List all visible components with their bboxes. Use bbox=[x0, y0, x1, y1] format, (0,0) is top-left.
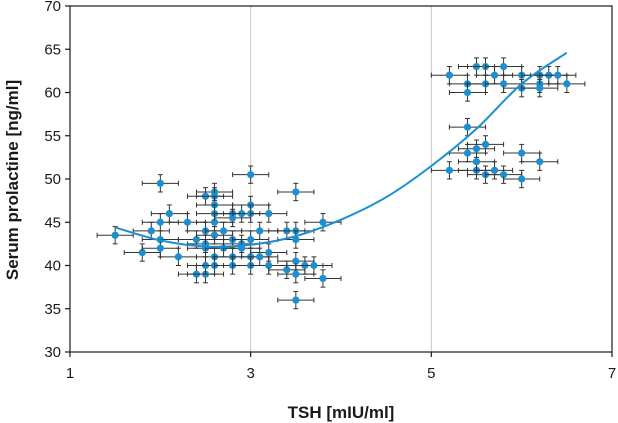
data-point-marker bbox=[310, 261, 318, 270]
data-point bbox=[241, 221, 279, 241]
data-point-marker bbox=[463, 88, 472, 97]
data-point-marker bbox=[472, 145, 481, 153]
data-point-marker bbox=[256, 227, 264, 235]
data-point-marker bbox=[111, 231, 119, 239]
data-point bbox=[277, 290, 315, 310]
data-point bbox=[548, 74, 586, 93]
y-tick-label: 70 bbox=[44, 0, 61, 15]
data-point-marker bbox=[463, 123, 472, 131]
x-tick-label: 1 bbox=[66, 365, 74, 382]
y-tick-label: 40 bbox=[44, 258, 61, 275]
data-point bbox=[521, 152, 559, 171]
data-point-marker bbox=[500, 62, 508, 71]
data-point-marker bbox=[210, 231, 219, 239]
data-point-marker bbox=[481, 140, 490, 148]
data-point-marker bbox=[536, 158, 544, 166]
data-point bbox=[503, 143, 541, 163]
data-point-marker bbox=[554, 71, 562, 79]
data-point-marker bbox=[183, 218, 192, 226]
data-point-marker bbox=[156, 244, 164, 252]
data-point-marker bbox=[283, 266, 291, 274]
data-point-marker bbox=[536, 84, 544, 92]
trend-line bbox=[114, 51, 568, 248]
data-point-marker bbox=[490, 71, 499, 79]
data-point-marker bbox=[247, 235, 255, 244]
data-point bbox=[277, 182, 315, 202]
data-point-marker bbox=[219, 227, 228, 235]
data-point-marker bbox=[319, 218, 327, 226]
data-point-marker bbox=[500, 80, 508, 88]
y-tick-label: 30 bbox=[44, 344, 61, 361]
data-point-marker bbox=[156, 179, 164, 187]
data-point-marker bbox=[165, 210, 173, 218]
data-point bbox=[132, 221, 170, 241]
data-point-marker bbox=[319, 274, 327, 283]
data-point-marker bbox=[518, 149, 526, 157]
y-tick-label: 55 bbox=[44, 128, 61, 145]
data-point bbox=[457, 152, 496, 171]
x-tick-label: 3 bbox=[246, 365, 254, 382]
data-point bbox=[304, 269, 342, 288]
data-point bbox=[448, 117, 487, 137]
data-point-marker bbox=[192, 235, 201, 244]
data-point bbox=[430, 66, 468, 85]
data-point-marker bbox=[490, 166, 499, 174]
data-point-marker bbox=[472, 158, 481, 166]
data-point-marker bbox=[445, 166, 453, 174]
data-point-marker bbox=[518, 175, 526, 183]
data-point bbox=[277, 265, 315, 284]
data-point-marker bbox=[292, 235, 300, 244]
data-point bbox=[521, 79, 559, 98]
data-point bbox=[96, 226, 134, 245]
data-point-marker bbox=[174, 253, 182, 261]
data-point bbox=[503, 169, 541, 189]
data-point bbox=[141, 174, 179, 193]
data-point bbox=[457, 139, 496, 158]
data-point-marker bbox=[463, 149, 472, 157]
data-point-marker bbox=[256, 253, 264, 261]
data-point bbox=[476, 161, 514, 180]
data-point-marker bbox=[138, 248, 146, 257]
data-point-marker bbox=[147, 227, 155, 235]
data-point bbox=[250, 204, 288, 223]
y-tick-label: 45 bbox=[44, 214, 61, 231]
data-point-marker bbox=[265, 248, 273, 257]
data-point-marker bbox=[210, 218, 219, 226]
y-axis-title: Serum prolactine [ng/ml] bbox=[3, 80, 22, 280]
data-point-marker bbox=[247, 171, 255, 179]
x-axis-title: TSH [mIU/ml] bbox=[288, 403, 395, 422]
data-point-marker bbox=[563, 80, 571, 88]
x-tick-label: 5 bbox=[427, 365, 435, 382]
data-point bbox=[295, 256, 333, 275]
data-point bbox=[205, 221, 243, 241]
data-point bbox=[539, 66, 577, 85]
data-point-marker bbox=[292, 296, 300, 304]
data-point-marker bbox=[156, 218, 164, 226]
data-point-marker bbox=[500, 171, 508, 179]
y-tick-label: 65 bbox=[44, 41, 61, 58]
data-point-marker bbox=[229, 214, 237, 222]
data-point-marker bbox=[445, 71, 453, 79]
y-tick-label: 50 bbox=[44, 171, 61, 188]
data-point-marker bbox=[292, 188, 300, 196]
y-tick-label: 35 bbox=[44, 301, 61, 318]
data-point bbox=[241, 247, 279, 266]
x-tick-label: 7 bbox=[608, 365, 616, 382]
data-series bbox=[96, 57, 586, 310]
data-point bbox=[250, 243, 288, 262]
y-tick-label: 60 bbox=[44, 85, 61, 102]
data-point bbox=[159, 247, 197, 266]
data-point bbox=[485, 57, 523, 76]
data-point-marker bbox=[265, 261, 273, 270]
data-point bbox=[223, 239, 261, 258]
data-point-marker bbox=[292, 270, 300, 278]
data-point bbox=[448, 83, 487, 102]
data-point bbox=[150, 204, 188, 223]
data-point-marker bbox=[265, 210, 273, 218]
data-point bbox=[232, 165, 270, 184]
data-point bbox=[466, 135, 505, 154]
data-point-marker bbox=[292, 257, 300, 265]
